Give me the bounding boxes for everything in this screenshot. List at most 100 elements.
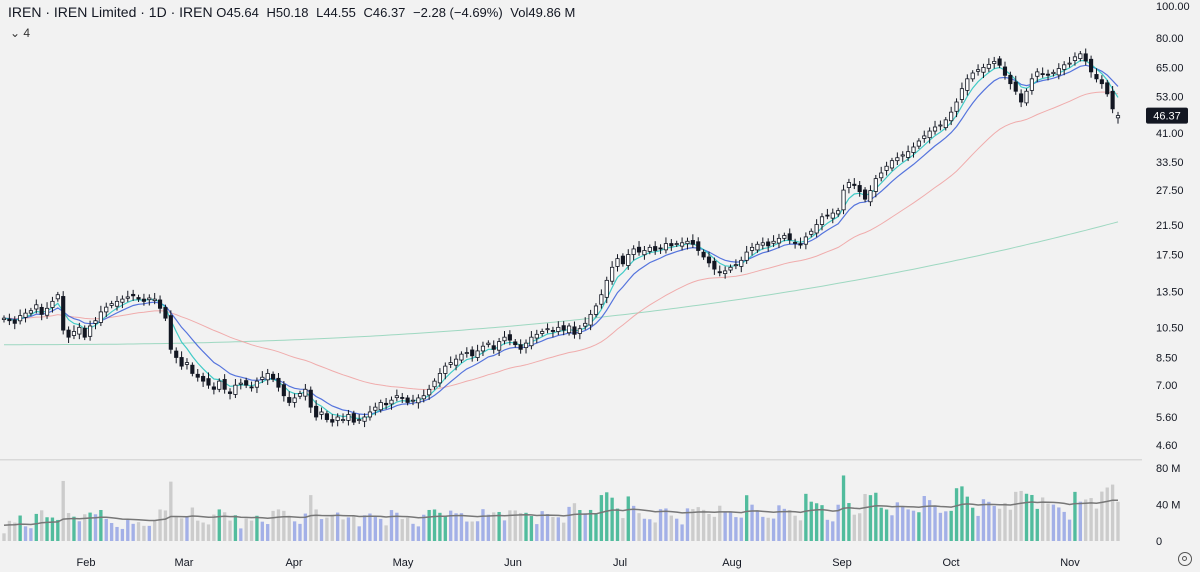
volume-bar (298, 523, 302, 541)
volume-bar (820, 505, 824, 541)
candle (437, 373, 442, 384)
candle (529, 336, 534, 347)
candle (1056, 68, 1061, 76)
candle (131, 293, 136, 297)
volume-bar (987, 501, 991, 541)
candle (540, 331, 545, 334)
y-tick-label: 100.00 (1156, 1, 1190, 13)
volume-bar (7, 520, 12, 541)
volume-bar (529, 516, 534, 541)
candle (39, 306, 44, 315)
candle (997, 58, 1002, 66)
volume-bar (1030, 494, 1034, 541)
candle (201, 375, 206, 382)
candle (1051, 71, 1056, 75)
volume-bar (335, 512, 340, 541)
volume-bar (222, 512, 227, 541)
volume-bar (303, 513, 308, 541)
y-tick-label: 13.50 (1156, 287, 1184, 299)
candle (701, 251, 706, 258)
volume-bar (266, 524, 270, 541)
volume-bar (744, 495, 749, 541)
candle (61, 296, 66, 331)
candle (615, 258, 620, 267)
candle (642, 250, 647, 256)
volume-bar (739, 517, 743, 541)
candle (1013, 81, 1018, 92)
volume-bar (271, 510, 275, 541)
volume-bar (449, 510, 453, 541)
ema-mid-line (3, 64, 1119, 416)
volume-bar (190, 507, 195, 541)
volume-bar (567, 506, 571, 541)
candle (71, 331, 77, 336)
candle (23, 312, 28, 318)
volume-bar (352, 515, 356, 541)
volume-bar (465, 521, 469, 541)
volume-bar (1110, 484, 1115, 541)
volume-bar (169, 481, 173, 541)
volume-bar (163, 510, 168, 541)
open-label: O (216, 5, 227, 20)
candle (357, 419, 362, 421)
volume-bar (594, 513, 598, 541)
gear-icon[interactable] (1178, 552, 1192, 566)
volume-bar (960, 486, 964, 541)
candle (513, 341, 518, 346)
volume-bar (1084, 499, 1088, 541)
candle (93, 320, 98, 324)
volume-bar (750, 504, 754, 541)
candle (179, 357, 184, 367)
volume-panel-divider (0, 459, 1142, 461)
volume-bar (858, 513, 862, 541)
candle (1094, 74, 1099, 80)
candle (427, 388, 432, 396)
y-tick-label: 17.50 (1156, 250, 1184, 262)
volume-bar (642, 518, 647, 541)
candle (1083, 53, 1088, 62)
volume-bar (648, 519, 652, 541)
candle (141, 298, 146, 302)
candle (744, 251, 749, 261)
volume-bar (400, 519, 404, 541)
volume-bar (588, 509, 593, 541)
candle (1, 317, 7, 320)
low-value: 44.55 (323, 5, 356, 20)
volume-bar (136, 522, 141, 541)
candle (400, 397, 405, 399)
candle (1072, 56, 1078, 61)
indicators-toggle[interactable]: ⌄ 4 (10, 26, 30, 40)
y-tick-label: 33.50 (1156, 157, 1184, 169)
candle (685, 240, 690, 245)
volume-bar (50, 517, 55, 541)
volume-bar (874, 492, 878, 541)
candle (330, 419, 335, 423)
volume-bar (179, 518, 184, 541)
candle (303, 388, 308, 397)
volume-bar (599, 495, 604, 541)
y-tick-label: 41.00 (1156, 128, 1184, 140)
volume-bar (115, 526, 119, 541)
x-tick-label: Jul (613, 557, 627, 569)
chevron-down-icon: ⌄ (10, 26, 21, 40)
candle (798, 243, 803, 246)
volume-bar (540, 511, 544, 541)
candle (480, 345, 486, 352)
candle (620, 255, 625, 265)
candle (895, 157, 900, 162)
volume-bar (40, 510, 44, 541)
open-value: 45.64 (226, 5, 259, 20)
y-tick-label: 80.00 (1156, 33, 1184, 45)
candle (1105, 82, 1110, 95)
candle (502, 336, 507, 342)
candle (114, 300, 120, 307)
candle (626, 254, 631, 266)
candle (77, 326, 82, 335)
candle (943, 119, 948, 129)
volume-bar (1024, 493, 1029, 541)
candle (351, 413, 356, 423)
candle (911, 146, 916, 153)
candle (965, 78, 970, 91)
volume-bar (45, 517, 49, 541)
